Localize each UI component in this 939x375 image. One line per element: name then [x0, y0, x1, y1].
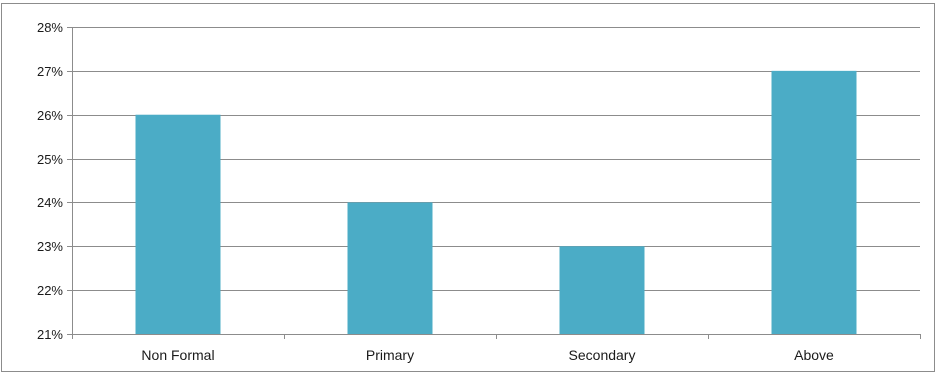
x-category-label: Non Formal — [141, 347, 214, 363]
y-tick-label: 24% — [37, 195, 63, 210]
y-tick-label: 21% — [37, 327, 63, 342]
y-tick-label: 22% — [37, 283, 63, 298]
y-tick-label: 23% — [37, 239, 63, 254]
bar-secondary — [559, 246, 645, 334]
axes — [72, 27, 921, 339]
bar-primary — [347, 202, 433, 334]
labels: 21% 22% 23% 24% 25% 26% 27% 28% Non Formal Primar… — [37, 20, 834, 363]
y-tick-label: 28% — [37, 20, 63, 35]
y-tick-label: 26% — [37, 108, 63, 123]
x-category-label: Above — [794, 347, 834, 363]
bar-non-formal — [135, 114, 221, 334]
y-tick-label: 27% — [37, 64, 63, 79]
bars — [135, 70, 857, 334]
y-tick-label: 25% — [37, 152, 63, 167]
x-category-label: Secondary — [569, 347, 636, 363]
x-category-label: Primary — [366, 347, 414, 363]
bar-above — [771, 70, 857, 334]
